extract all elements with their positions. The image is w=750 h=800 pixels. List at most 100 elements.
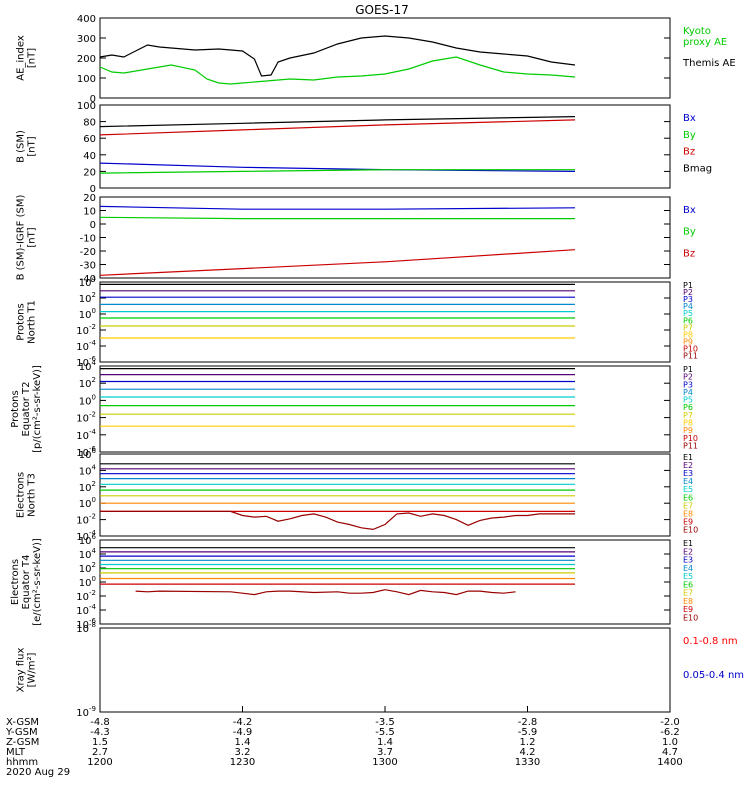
- legend-label-e2: E2: [683, 547, 693, 556]
- legend-label-e4: E4: [683, 564, 693, 573]
- y-axis-label-line: North T3: [27, 473, 38, 517]
- legend-label-e2: E2: [683, 461, 693, 470]
- legend-label-e3: E3: [683, 556, 693, 565]
- legend-label-by: By: [683, 130, 696, 141]
- y-tick-exponent: -2: [89, 323, 96, 331]
- y-tick-label: 10-4: [76, 603, 96, 617]
- legend-label-line: E8: [683, 597, 693, 606]
- y-axis-label-line: Electrons: [16, 472, 27, 518]
- legend-label-line: E10: [683, 613, 698, 622]
- y-tick-exponent: 2: [92, 480, 96, 488]
- y-axis-label: AE_index[nT]: [16, 35, 38, 81]
- legend-label-line: Themis AE: [682, 58, 736, 69]
- y-tick-label: 104: [79, 463, 97, 477]
- y-tick-label: 106: [79, 533, 97, 547]
- y-tick-label: 102: [79, 561, 96, 575]
- x-tick-label-x-gsm: -2.8: [518, 717, 538, 728]
- y-tick-label: -30: [80, 261, 96, 272]
- x-tick-label-x-gsm: -4.8: [90, 717, 110, 728]
- y-tick-exponent: 4: [92, 463, 97, 471]
- y-tick-exponent: 0: [92, 496, 96, 504]
- x-tick-label-z-gsm: 1.2: [520, 737, 536, 748]
- x-tick-label-y-gsm: -4.9: [233, 727, 253, 738]
- y-tick-label: 10-2: [76, 411, 96, 425]
- x-tick-label-y-gsm: -4.3: [90, 727, 110, 738]
- legend-label-bmag: Bmag: [683, 163, 712, 174]
- y-tick-exponent: -2: [89, 513, 96, 521]
- y-axis-label-line: AE_index: [16, 35, 27, 81]
- x-tick-label-mlt: 4.2: [520, 747, 536, 758]
- y-tick-label: 104: [79, 547, 97, 561]
- legend-label-e8: E8: [683, 509, 693, 518]
- legend-label-line: 0.1-0.8 nm: [683, 636, 738, 647]
- legend-label-p6: P6: [683, 316, 693, 325]
- legend-label-e1: E1: [683, 453, 693, 462]
- legend-label-line: P6: [683, 403, 693, 412]
- legend-label-line: E9: [683, 517, 693, 526]
- x-tick-label-hhmm: 1330: [515, 757, 540, 768]
- y-tick-label: 80: [83, 118, 96, 129]
- legend-label-p1: P1: [683, 365, 693, 374]
- y-tick-label: 10-2: [76, 323, 96, 337]
- legend-label-line: Bx: [683, 205, 696, 216]
- legend-label-e10: E10: [683, 613, 698, 622]
- legend-label-line: By: [683, 130, 696, 141]
- legend-label-line: E5: [683, 485, 693, 494]
- x-row-label-mlt: MLT: [6, 747, 26, 758]
- y-tick-label: -20: [80, 247, 96, 258]
- y-tick-exponent: -4: [89, 428, 97, 436]
- y-tick-label: 60: [83, 134, 96, 145]
- legend-label-line: E7: [683, 501, 693, 510]
- x-tick-label-mlt: 4.7: [662, 747, 678, 758]
- legend-label-line: P5: [683, 309, 693, 318]
- panel-frame: [99, 17, 671, 99]
- series-line-bmag: [99, 116, 576, 128]
- x-row-label-z-gsm: Z-GSM: [6, 737, 39, 748]
- x-tick-label-x-gsm: -2.0: [660, 717, 680, 728]
- y-axis-label-line: Equator T2: [21, 382, 32, 437]
- legend-label-e9: E9: [683, 517, 693, 526]
- y-tick-exponent: 0: [92, 307, 96, 315]
- legend-label-line: E1: [683, 539, 693, 548]
- legend-label-by: By: [683, 227, 696, 238]
- x-tick-label-hhmm: 1300: [372, 757, 397, 768]
- y-tick-label: -40: [80, 274, 96, 285]
- y-tick-exponent: -6: [89, 355, 97, 363]
- y-tick-label: 100: [77, 101, 96, 112]
- legend-label-p11: P11: [683, 441, 698, 450]
- legend-label-themis-ae: Themis AE: [682, 58, 736, 69]
- legend-label-line: E4: [683, 564, 693, 573]
- y-axis-label: ProtonsEquator T2[p/(cm²-s-sr-keV)]: [10, 365, 43, 453]
- y-axis-label-line: [nT]: [27, 227, 38, 247]
- legend-label-line: P1: [683, 365, 693, 374]
- legend-label-line: P9: [683, 426, 693, 435]
- y-axis-label-line: [nT]: [27, 48, 38, 68]
- x-tick-label-x-gsm: -3.5: [375, 717, 395, 728]
- legend-label-e8: E8: [683, 597, 693, 606]
- legend-label-p10: P10: [683, 345, 698, 354]
- panel-frame: [99, 281, 671, 363]
- y-tick-exponent: 6: [92, 447, 97, 455]
- series-line-e10: [100, 510, 575, 531]
- y-tick-exponent: -4: [89, 529, 97, 537]
- y-tick-exponent: -6: [89, 445, 97, 453]
- x-row-label-y-gsm: Y-GSM: [5, 727, 38, 738]
- y-tick-label: 10: [83, 207, 96, 218]
- x-tick-label-z-gsm: 1.0: [662, 737, 678, 748]
- y-tick-label: 106: [79, 447, 97, 461]
- legend-label-line: P10: [683, 345, 698, 354]
- y-tick-label: 40: [83, 151, 96, 162]
- legend-label-line: E6: [683, 580, 693, 589]
- y-tick-label: 104: [79, 359, 97, 373]
- legend-label-line: E5: [683, 572, 693, 581]
- y-tick-exponent: 6: [92, 533, 97, 541]
- plot-title: GOES-17: [355, 3, 409, 17]
- panel-frame: [99, 453, 671, 537]
- x-tick-label-y-gsm: -6.2: [660, 727, 680, 738]
- y-axis-label-line: Protons: [10, 390, 21, 427]
- y-axis-label-line: [e/(cm²-s-sr-keV)]: [32, 538, 43, 626]
- legend-label-line: P3: [683, 295, 693, 304]
- legend-label-p9: P9: [683, 426, 693, 435]
